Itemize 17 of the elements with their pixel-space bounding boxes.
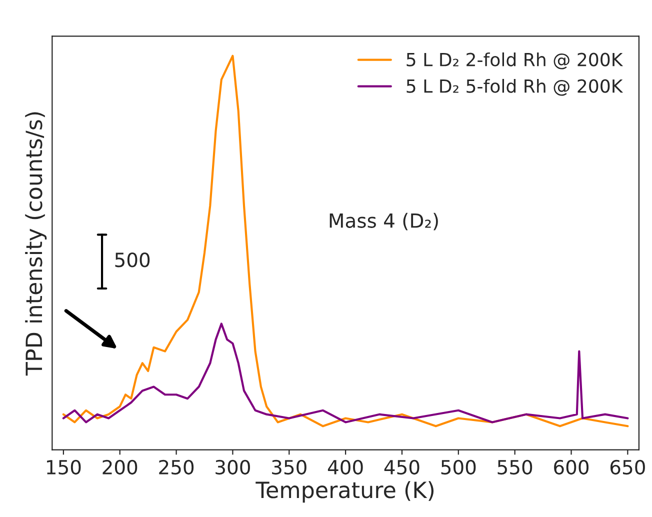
- x-tick-label: 450: [384, 460, 420, 475]
- annotation: Mass 4 (D₂): [330, 212, 438, 230]
- x-tick-label: 250: [159, 460, 194, 475]
- x-tick-label: 300: [216, 460, 250, 475]
- x-tick-label: 500: [441, 460, 476, 475]
- x-tick-label: 550: [498, 460, 532, 475]
- x-tick-label: 600: [554, 460, 589, 475]
- legend-label: 5 L D₂ 2-fold Rh @ 200K: [406, 52, 624, 70]
- x-axis-title: Temperature (K): [256, 481, 434, 503]
- x-tick-label: 150: [47, 460, 81, 475]
- x-tick-label: 350: [272, 460, 306, 475]
- x-tick-label: 200: [102, 460, 138, 475]
- x-tick-label: 650: [610, 460, 645, 475]
- x-tick-label: 400: [328, 460, 363, 475]
- annotation: 500: [115, 252, 150, 268]
- y-axis-title: TPD intensity (counts/s): [25, 112, 47, 376]
- legend-label: 5 L D₂ 5-fold Rh @ 200K: [406, 78, 624, 96]
